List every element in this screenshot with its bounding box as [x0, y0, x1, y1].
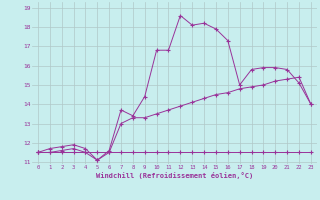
X-axis label: Windchill (Refroidissement éolien,°C): Windchill (Refroidissement éolien,°C) [96, 172, 253, 179]
